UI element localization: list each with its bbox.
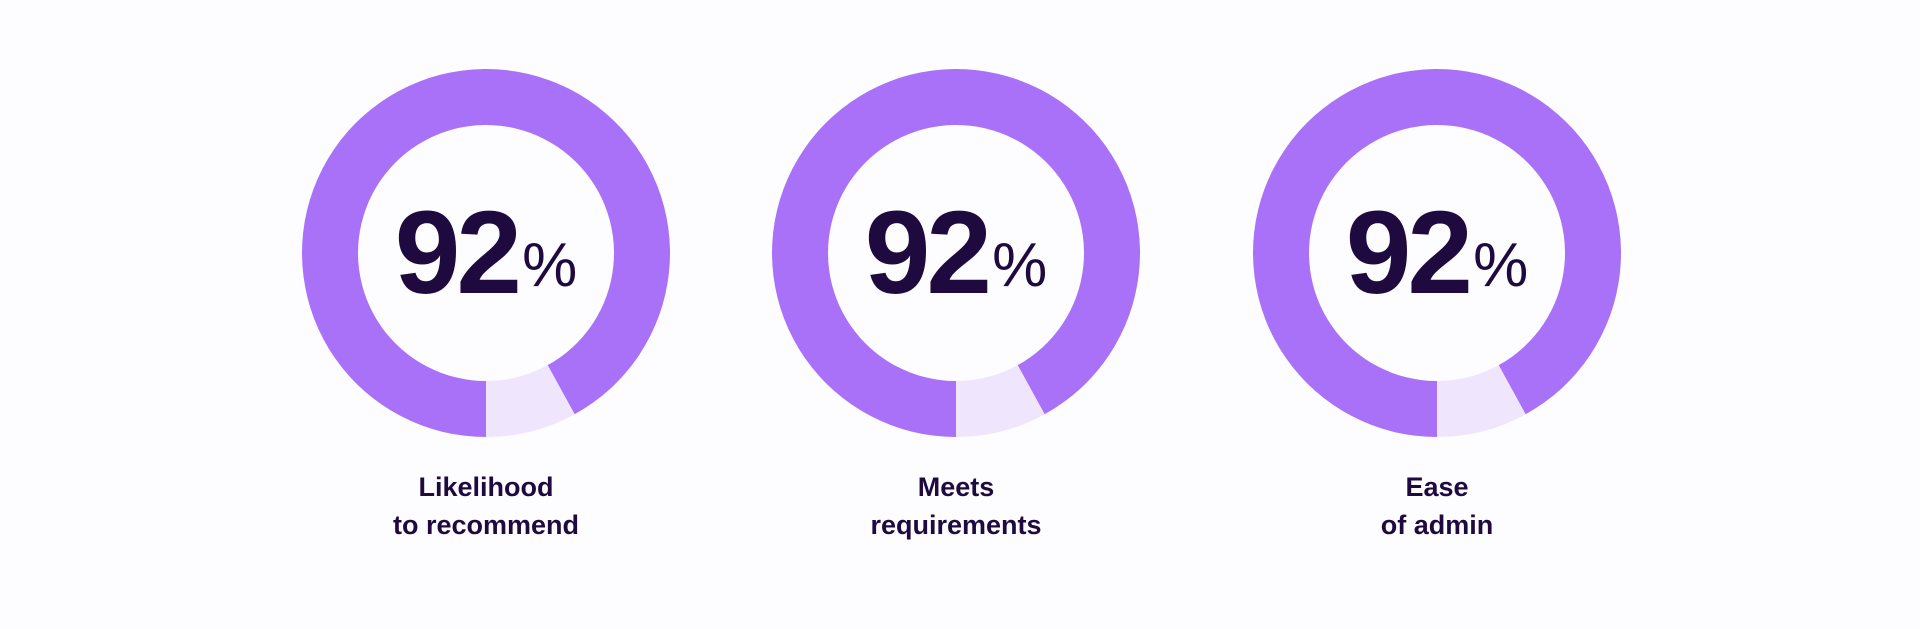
label-line: Ease [1405, 472, 1469, 502]
label-line: Likelihood [418, 472, 554, 502]
percent-value: 92% [771, 68, 1141, 438]
value-unit: % [1473, 231, 1529, 300]
donut-segment-filled [772, 68, 1140, 437]
value-unit: % [522, 231, 578, 300]
donut-segment-filled [1253, 68, 1621, 437]
donut-segment-remainder [1437, 365, 1526, 437]
chart-label: Likelihood to recommend [301, 468, 671, 544]
chart-label: Ease of admin [1252, 468, 1622, 544]
value-unit: % [992, 231, 1048, 300]
donut-svg [1253, 68, 1621, 437]
label-line: requirements [870, 510, 1042, 540]
percent-value: 92% [1252, 68, 1622, 438]
value-number: 92 [394, 187, 522, 319]
chart-meets-requirements: 92% Meets requirements [771, 68, 1141, 544]
label-line: Meets [917, 472, 995, 502]
donut-segment-remainder [956, 365, 1045, 437]
value-number: 92 [1345, 187, 1473, 319]
donut-svg [772, 68, 1140, 437]
value-number: 92 [864, 187, 992, 319]
donut-segment-remainder [486, 365, 575, 437]
label-line: to recommend [392, 510, 580, 540]
donut-svg [302, 68, 670, 437]
donut-segment-filled [302, 68, 670, 437]
donut-chart: 92% [1252, 68, 1622, 438]
chart-likelihood-to-recommend: 92% Likelihood to recommend [301, 68, 671, 544]
percent-value: 92% [301, 68, 671, 438]
donut-chart: 92% [301, 68, 671, 438]
label-line: of admin [1380, 510, 1494, 540]
chart-label: Meets requirements [771, 468, 1141, 544]
chart-ease-of-admin: 92% Ease of admin [1252, 68, 1622, 544]
donut-chart: 92% [771, 68, 1141, 438]
